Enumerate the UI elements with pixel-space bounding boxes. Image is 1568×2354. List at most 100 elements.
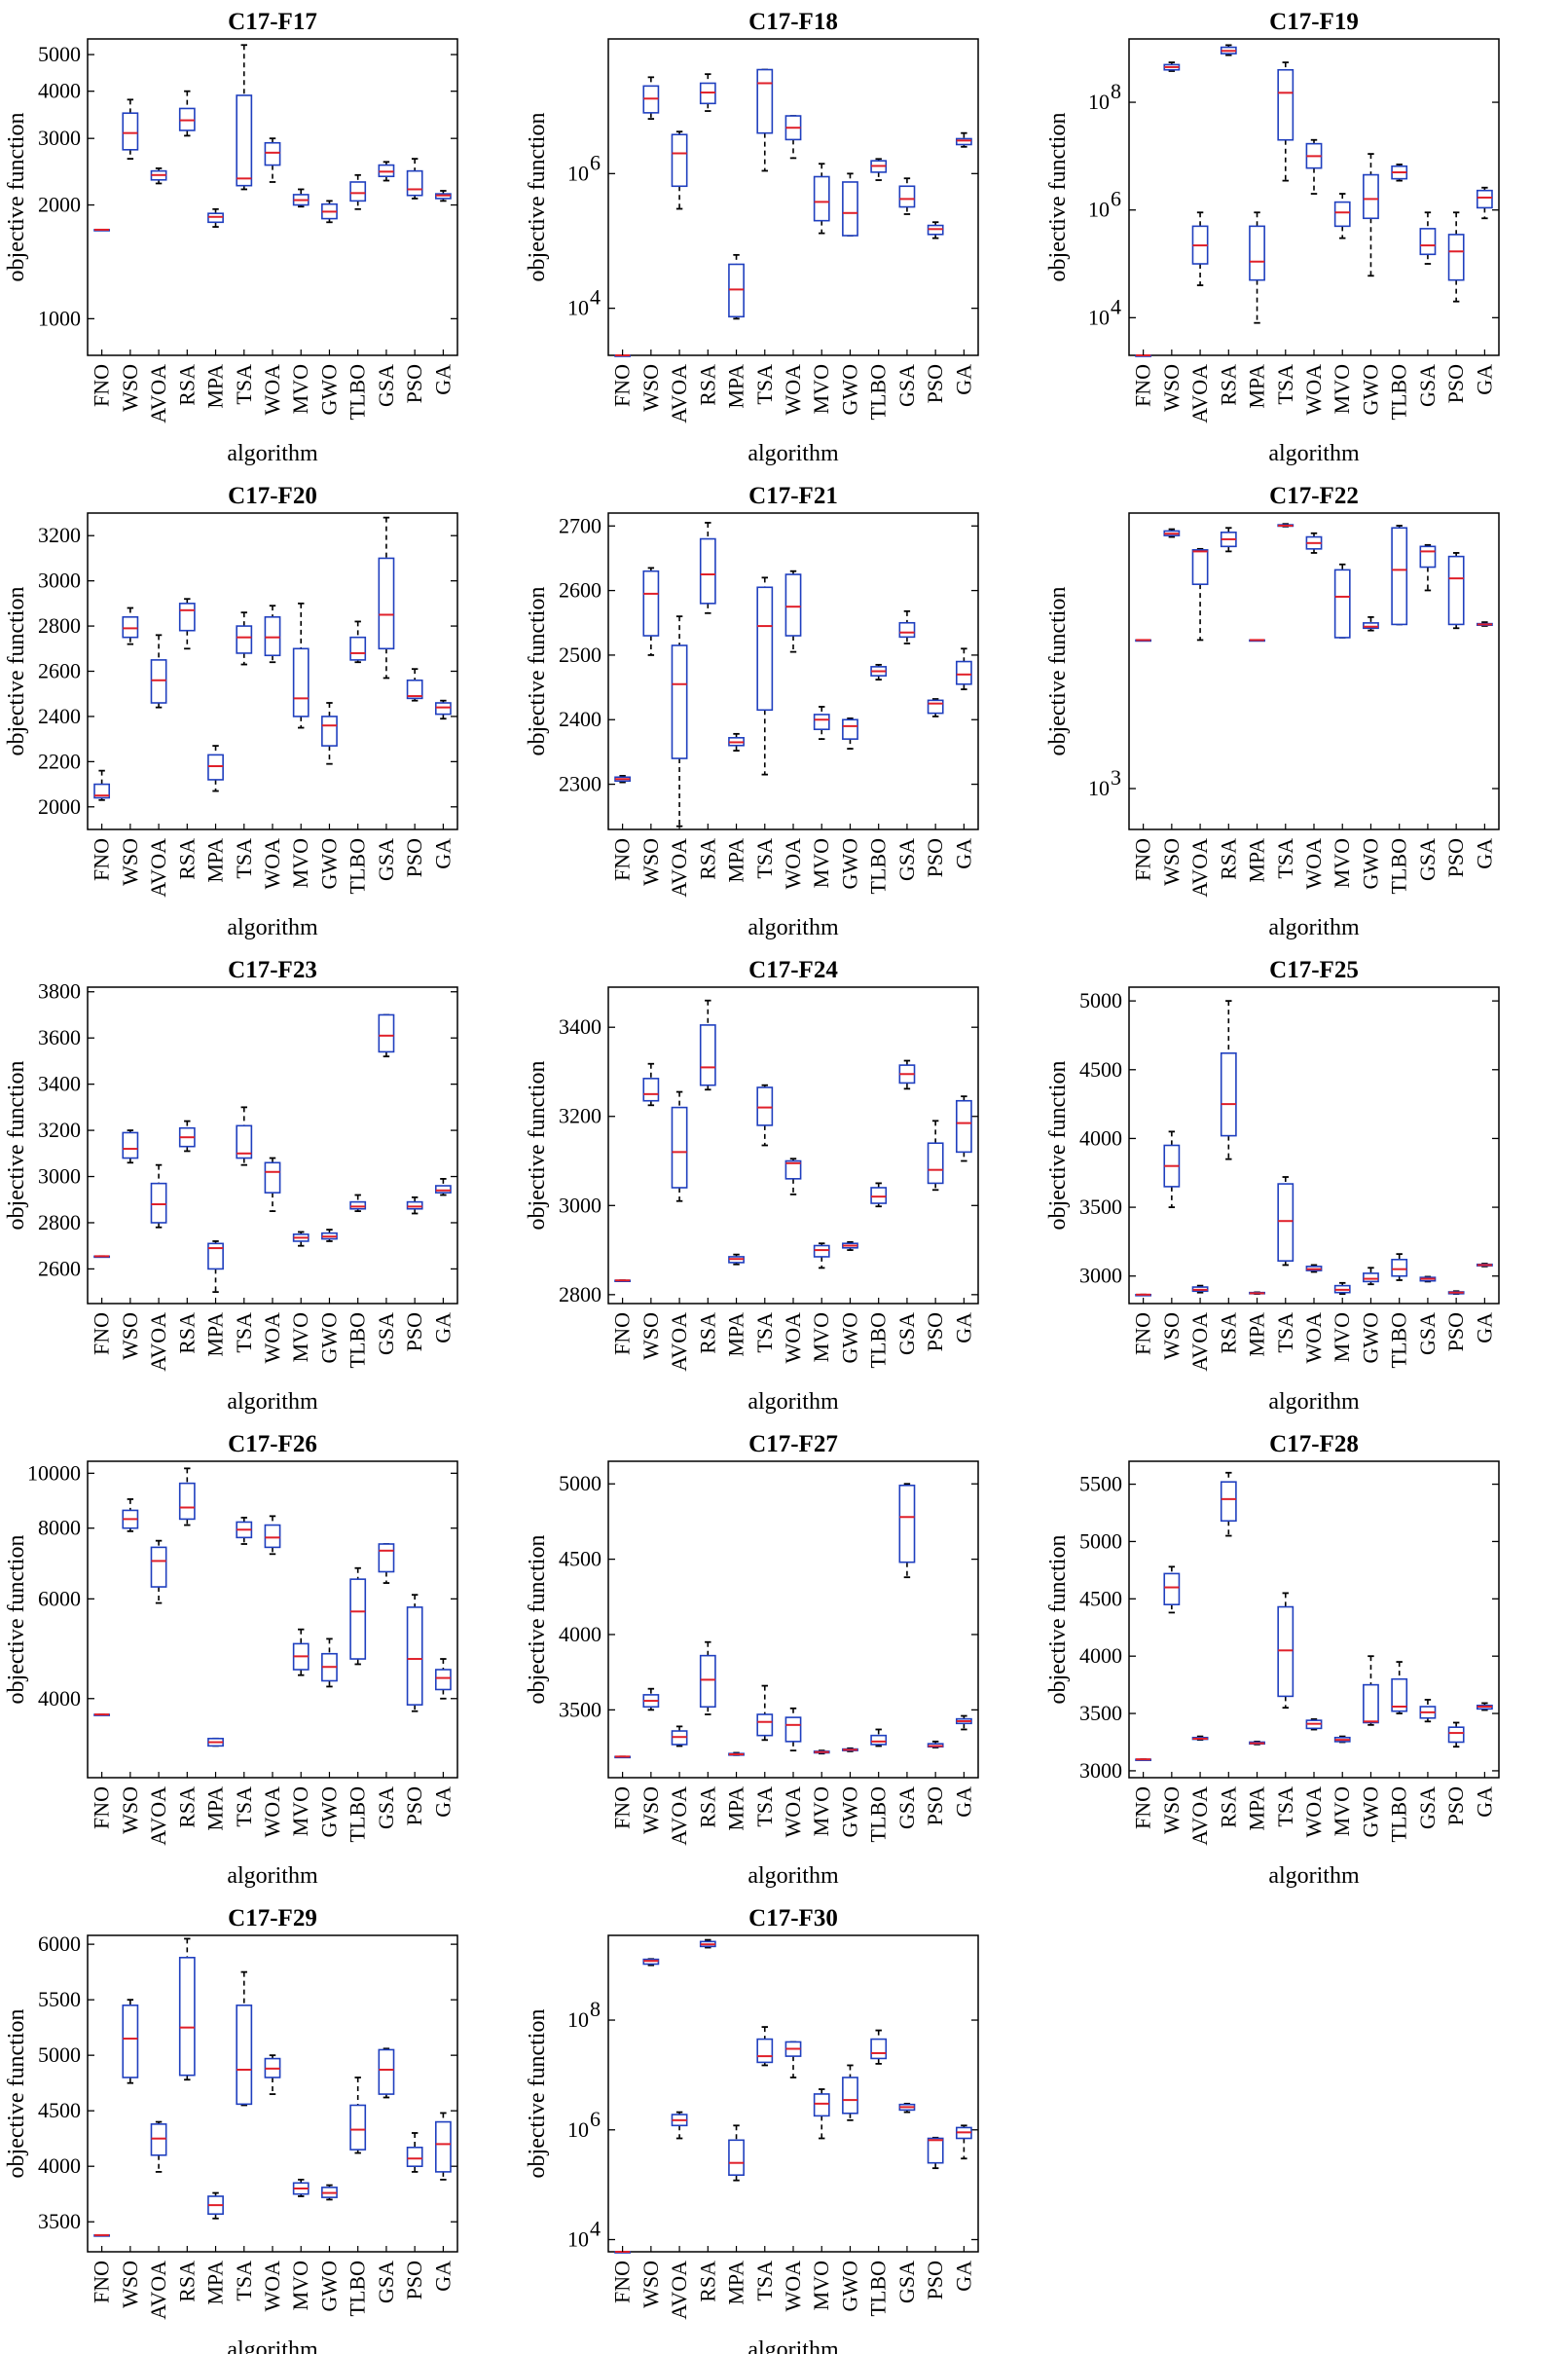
x-tick-label: MVO <box>809 1312 833 1362</box>
x-tick-label: TSA <box>1273 1786 1297 1827</box>
box-body <box>1163 1572 1181 1605</box>
box-body <box>236 94 253 187</box>
panel-c17-f26: C17-F26 4000 6000 8000 10000 objective functi… <box>4 1431 458 1889</box>
box-mvo <box>813 163 830 235</box>
x-tick-label: PSO <box>1443 1786 1468 1825</box>
box-avoa <box>671 1090 688 1202</box>
x-tick-label: TLBO <box>346 1786 370 1842</box>
box-tlbo <box>870 663 888 681</box>
x-tick-label: RSA <box>174 364 199 406</box>
box-mpa <box>1249 1741 1265 1746</box>
box-body <box>264 1161 281 1194</box>
x-tick-label: MPA <box>203 2261 228 2305</box>
x-axis-label: algorithm <box>227 2337 318 2354</box>
panel-c17-f25: C17-F25 3000 3500 4000 4500 5000 objective fun… <box>1045 957 1500 1415</box>
y-tick-label: 10 <box>567 161 589 185</box>
plot-frame <box>1128 986 1500 1305</box>
x-tick-label: TLBO <box>1387 1786 1411 1842</box>
box-body <box>264 1524 281 1549</box>
box-woa <box>264 605 281 664</box>
box-rsa <box>178 1467 196 1526</box>
panel-title: C17-F25 <box>1269 957 1359 983</box>
box-body <box>406 1200 423 1210</box>
panel-title: C17-F20 <box>228 483 317 509</box>
y-tick-exponent: 4 <box>590 2216 601 2240</box>
x-tick-label: MVO <box>809 2261 833 2310</box>
x-tick-label: GA <box>951 1312 975 1343</box>
box-rsa <box>1220 1471 1237 1537</box>
y-axis-label: objective function <box>1045 587 1071 756</box>
box-body <box>1419 228 1437 256</box>
box-body <box>93 783 111 799</box>
x-axis-label: algorithm <box>227 1863 318 1889</box>
x-tick-label: GWO <box>316 364 341 416</box>
x-tick-label: WOA <box>781 364 805 416</box>
x-tick-label: FNO <box>90 364 114 407</box>
x-axis-label: algorithm <box>227 915 318 940</box>
box-wso <box>1163 1130 1181 1208</box>
box-tsa <box>756 68 774 172</box>
box-gsa <box>898 177 916 215</box>
box-woa <box>264 1157 281 1213</box>
x-tick-label: WOA <box>781 1786 805 1838</box>
y-tick-label: 3000 <box>1079 1758 1122 1783</box>
x-tick-label: TLBO <box>346 364 370 420</box>
box-body <box>378 557 395 650</box>
box-ga <box>955 131 972 148</box>
y-tick-label: 4000 <box>1079 1125 1122 1150</box>
y-tick-label: 10000 <box>27 1460 81 1485</box>
box-fno <box>93 1713 111 1716</box>
box-pso <box>927 1120 944 1192</box>
x-tick-label: GWO <box>1358 838 1382 890</box>
x-tick-label: MPA <box>724 838 748 883</box>
x-tick-label: PSO <box>923 1786 947 1825</box>
box-tlbo <box>349 620 367 664</box>
box-rsa <box>1220 527 1237 553</box>
box-rsa <box>178 1120 196 1153</box>
box-body <box>236 625 253 654</box>
box-wso <box>122 607 139 645</box>
x-tick-label: RSA <box>174 1312 199 1354</box>
x-tick-label: FNO <box>1131 1786 1155 1829</box>
x-tick-label: TSA <box>232 838 256 879</box>
box-body <box>349 2104 367 2151</box>
box-ga <box>434 1177 452 1196</box>
y-tick-exponent: 4 <box>590 285 601 310</box>
x-tick-label: MPA <box>1245 838 1269 883</box>
x-tick-label: WOA <box>260 838 284 890</box>
x-tick-label: WOA <box>260 364 284 416</box>
box-body <box>784 573 802 637</box>
x-tick-label: FNO <box>1131 364 1155 407</box>
x-tick-label: MPA <box>724 2261 748 2305</box>
x-tick-label: WSO <box>1159 1786 1184 1834</box>
box-body <box>434 1185 452 1194</box>
box-body <box>178 1957 196 2077</box>
plot-frame <box>607 38 979 356</box>
x-axis-label: algorithm <box>227 1389 318 1415</box>
box-body <box>955 660 972 685</box>
x-tick-label: PSO <box>1443 838 1468 877</box>
panel-title: C17-F24 <box>748 957 838 983</box>
box-wso <box>122 1498 139 1532</box>
box-mvo <box>292 1231 310 1247</box>
y-tick-label: 4500 <box>38 2098 81 2122</box>
box-wso <box>642 1062 660 1107</box>
box-body <box>1447 555 1465 626</box>
box-woa <box>1305 1718 1323 1731</box>
y-tick-label: 4000 <box>38 2153 81 2178</box>
x-tick-label: RSA <box>174 2261 199 2302</box>
box-body <box>378 1543 395 1573</box>
x-tick-label: WSO <box>638 2261 663 2308</box>
panel-title: C17-F30 <box>748 1905 838 1931</box>
x-tick-label: WSO <box>638 364 663 412</box>
box-body <box>842 181 858 237</box>
x-tick-label: FNO <box>610 838 635 881</box>
box-gwo <box>321 200 338 224</box>
y-tick-label: 4000 <box>1079 1643 1122 1668</box>
x-tick-label: MPA <box>724 364 748 409</box>
y-axis-label: objective function <box>4 587 29 756</box>
box-fno <box>614 354 632 357</box>
box-body <box>1220 1481 1237 1523</box>
